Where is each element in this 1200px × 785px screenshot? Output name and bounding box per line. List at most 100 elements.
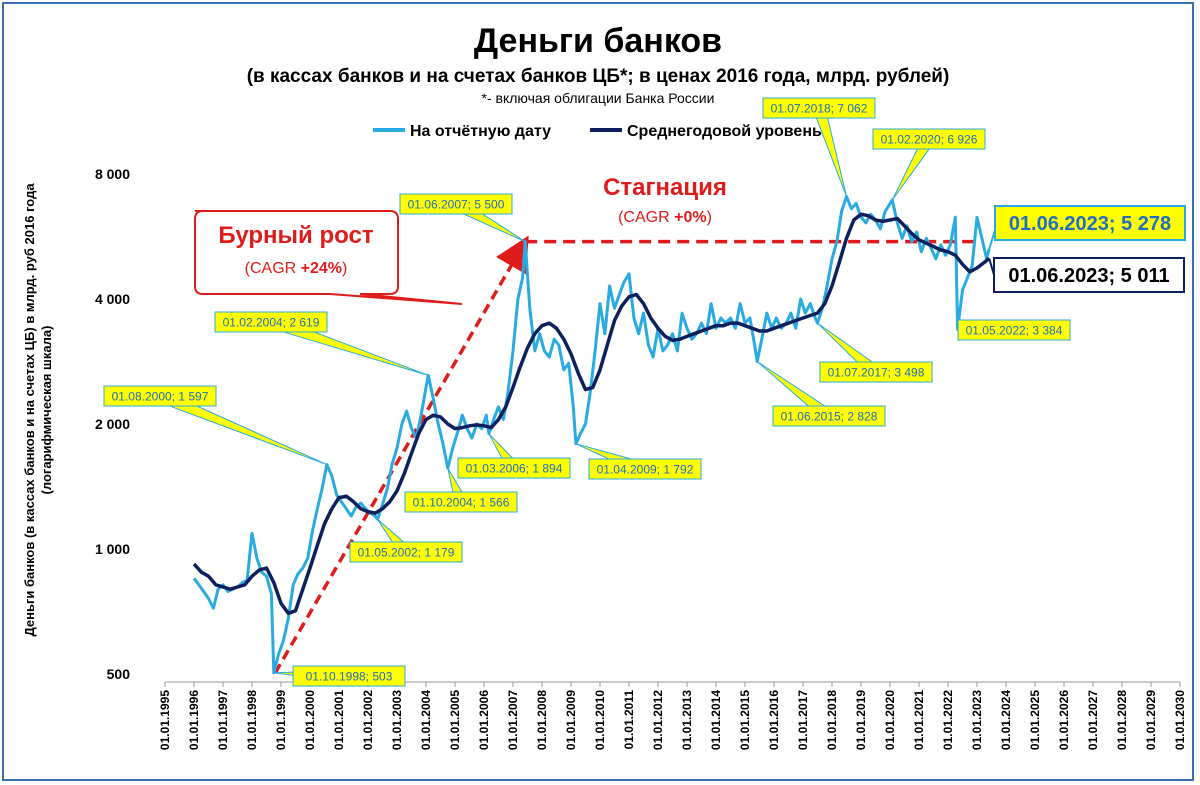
x-tick-label: 01.01.2027 [1086, 690, 1100, 750]
series-line-average [192, 212, 991, 616]
callout-box [399, 193, 513, 215]
x-tick-label: 01.01.2020 [883, 690, 897, 750]
y-tick-label: 1 000 [95, 541, 130, 557]
x-tick-label: 01.01.1996 [187, 690, 201, 750]
callout-label: 01.06.2007; 5 500 [408, 198, 505, 212]
x-tick-label: 01.01.2010 [593, 690, 607, 750]
callout-label: 01.06.2015; 2 828 [781, 410, 878, 424]
x-tick-label: 01.01.2023 [970, 690, 984, 750]
x-axis-ticks: 01.01.1995 01.01.1996 01.01.1997 01.01.1998… [158, 682, 1187, 750]
callout-label: 01.05.2002; 1 179 [358, 546, 455, 560]
callout: 01.08.2000; 1 597 [103, 385, 328, 466]
phase-growth-box [194, 210, 463, 305]
x-tick-label: 01.01.2015 [738, 690, 752, 750]
x-tick-label: 01.01.2013 [680, 690, 694, 750]
callout: 01.06.2015; 2 828 [756, 361, 886, 427]
callout: 01.05.2002; 1 179 [349, 518, 463, 563]
x-tick-label: 01.01.2016 [767, 690, 781, 750]
series-line-report [192, 195, 991, 675]
callout-box [292, 665, 406, 687]
x-tick-label: 01.01.2012 [651, 690, 665, 750]
y-tick-label: 2 000 [95, 416, 130, 432]
callout: 01.05.2022; 3 384 [957, 319, 1071, 341]
legend-label-report: На отчётную дату [410, 123, 551, 140]
x-tick-label: 01.01.2000 [303, 690, 317, 750]
x-tick-label: 01.01.1999 [274, 690, 288, 750]
y-axis-label: Деньги банков (в кассах банков и на счет… [22, 183, 37, 637]
callout-label: 01.10.2004; 1 566 [413, 496, 510, 510]
chart-subtitle: (в кассах банков и на счетах банков ЦБ*;… [247, 66, 950, 87]
callout-label: 01.02.2004; 2 619 [223, 316, 320, 330]
x-tick-label: 01.01.2018 [825, 690, 839, 750]
x-tick-label: 01.01.2014 [709, 690, 723, 750]
x-tick-label: 01.01.1995 [158, 690, 172, 750]
trend-arrows [273, 235, 977, 674]
callout-box [588, 458, 702, 480]
callout-label: 01.08.2000; 1 597 [112, 390, 209, 404]
x-tick-label: 01.01.2021 [912, 690, 926, 750]
callout: 01.10.2004; 1 566 [404, 467, 518, 513]
legend-label-average: Среднегодовой уровень [627, 123, 822, 140]
phase-growth-title: Бурный рост [218, 222, 373, 249]
callout-label: 01.05.2022; 3 384 [966, 324, 1063, 338]
callout: 01.06.2007; 5 500 [399, 193, 526, 243]
callout: 01.07.2018; 7 062 [762, 97, 876, 197]
x-tick-label: 01.01.2019 [854, 690, 868, 750]
callout-label: 01.03.2006; 1 894 [466, 462, 563, 476]
callouts: 01.10.1998; 503 01.08.2000; 1 597 01.05.20… [103, 97, 1071, 687]
callout-box [762, 97, 876, 119]
callout-box [819, 361, 933, 383]
growth-trend-arrow [273, 235, 529, 674]
y-axis-label-scale: (логарифмическая шкала) [39, 326, 54, 495]
phase-growth: Бурный рост (CAGR +24%) [194, 210, 463, 305]
x-tick-label: 01.01.2028 [1115, 690, 1129, 750]
callout: 01.07.2017; 3 498 [817, 322, 933, 383]
series-lines [192, 195, 991, 675]
x-tick-label: 01.01.2024 [999, 690, 1013, 750]
callout-pointer [812, 105, 847, 197]
callout-box [872, 128, 986, 150]
y-tick-label: 4 000 [95, 291, 130, 307]
highlight-average-box [993, 257, 1185, 293]
x-tick-label: 01.01.2002 [361, 690, 375, 750]
highlight-report-label: 01.06.2023; 5 278 [1009, 213, 1171, 235]
x-tick-label: 01.01.2004 [419, 690, 433, 750]
callout-box [214, 311, 328, 333]
x-tick-label: 01.01.2003 [390, 690, 404, 750]
x-tick-label: 01.01.2025 [1028, 690, 1042, 750]
callout: 01.02.2020; 6 926 [872, 128, 986, 201]
callout-label: 01.10.1998; 503 [306, 670, 393, 684]
x-tick-label: 01.01.2017 [796, 690, 810, 750]
x-tick-label: 01.01.2029 [1144, 690, 1158, 750]
x-tick-label: 01.01.2022 [941, 690, 955, 750]
x-tick-label: 01.01.2011 [622, 690, 636, 750]
phase-stagnation-title: Стагнация [603, 174, 727, 201]
phase-stagnation-cagr: (CAGR +0%) [618, 209, 712, 226]
callout: 01.04.2009; 1 792 [575, 443, 702, 480]
highlight-report-box [994, 205, 1186, 241]
x-tick-label: 01.01.2026 [1057, 690, 1071, 750]
x-tick-label: 01.01.2009 [564, 690, 578, 750]
callout-label: 01.07.2018; 7 062 [771, 102, 868, 116]
callout-label: 01.07.2017; 3 498 [828, 366, 925, 380]
callout: 01.03.2006; 1 894 [457, 433, 571, 479]
callout-box [103, 385, 217, 407]
y-axis-title: Деньги банков (в кассах банков и на счет… [22, 183, 54, 637]
highlight-average-label: 01.06.2023; 5 011 [1008, 265, 1169, 287]
y-axis-ticks: 500 1 000 2 000 4 000 8 000 [95, 166, 130, 682]
callout-box [772, 405, 886, 427]
callout-label: 01.02.2020; 6 926 [881, 133, 978, 147]
callout: 01.10.1998; 503 [273, 665, 406, 687]
x-tick-label: 01.01.2005 [448, 690, 462, 750]
y-tick-label: 500 [107, 666, 131, 682]
callout-box [349, 541, 463, 563]
highlight-average: 01.06.2023; 5 011 [993, 257, 1185, 293]
x-tick-label: 01.01.2006 [477, 690, 491, 750]
y-tick-label: 8 000 [95, 166, 130, 182]
callout-box [957, 319, 1071, 341]
x-tick-label: 01.01.2007 [506, 690, 520, 750]
legend: На отчётную дату Среднегодовой уровень [373, 123, 822, 140]
phase-growth-cagr: (CAGR +24%) [245, 260, 348, 277]
